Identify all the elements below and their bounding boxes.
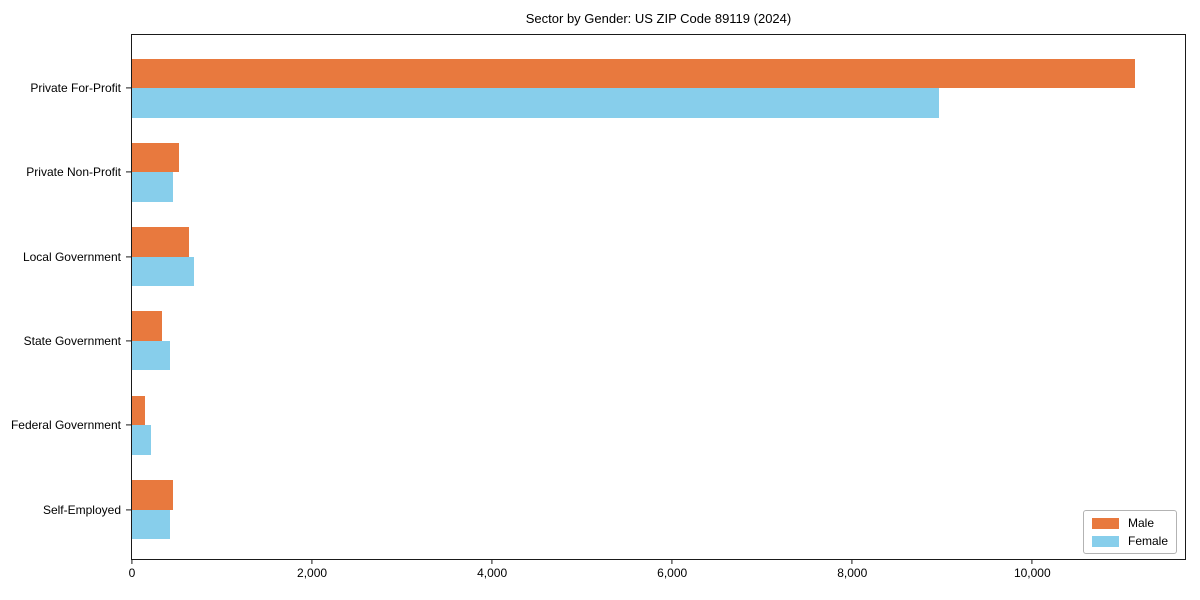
- bar-male-3: [132, 227, 190, 257]
- y-tick-mark: [126, 87, 131, 89]
- legend-item-male: Male: [1091, 516, 1168, 530]
- bar-female-5: [132, 425, 152, 455]
- chart-title: Sector by Gender: US ZIP Code 89119 (202…: [525, 11, 792, 26]
- bar-male-1: [132, 58, 1135, 88]
- y-tick-mark: [126, 256, 131, 258]
- y-tick-label: Private For-Profit: [30, 81, 121, 95]
- x-tick-label: 6,000: [657, 566, 688, 580]
- bar-male-4: [132, 311, 162, 341]
- x-tick-mark: [491, 560, 493, 564]
- legend-swatch-male: [1091, 517, 1119, 529]
- y-tick-mark: [126, 340, 131, 342]
- x-tick-mark: [1031, 560, 1033, 564]
- legend-swatch-female: [1091, 535, 1119, 547]
- x-tick-label: 0: [128, 566, 136, 580]
- x-tick-mark: [851, 560, 853, 564]
- bar-male-6: [132, 480, 174, 510]
- legend-item-female: Female: [1091, 534, 1168, 548]
- legend-label: Female: [1127, 534, 1168, 548]
- x-tick-label: 2,000: [297, 566, 328, 580]
- y-tick-label: Self-Employed: [42, 502, 121, 517]
- x-tick-label: 4,000: [477, 566, 508, 580]
- bar-female-6: [132, 509, 170, 539]
- x-tick-mark: [311, 560, 313, 564]
- y-tick-mark: [126, 508, 131, 511]
- legend: Male Female: [1082, 510, 1177, 554]
- bar-female-1: [132, 88, 939, 118]
- y-tick-mark: [126, 171, 131, 173]
- bar-female-3: [132, 256, 195, 287]
- bar-female-4: [132, 340, 171, 371]
- bar-male-5: [132, 395, 146, 426]
- y-tick-mark: [126, 424, 131, 426]
- x-tick-mark: [671, 560, 673, 564]
- x-tick-label: 8,000: [837, 566, 868, 580]
- bar-male-2: [132, 142, 180, 173]
- y-tick-label: Local Government: [22, 249, 121, 264]
- y-tick-label: State Government: [23, 333, 121, 348]
- y-tick-label: Private Non-Profit: [26, 165, 121, 180]
- legend-label: Male: [1127, 516, 1154, 530]
- x-tick-mark: [131, 560, 133, 564]
- bar-female-2: [132, 172, 173, 202]
- x-tick-label: 10,000: [1013, 566, 1051, 580]
- y-tick-label: Federal Government: [10, 418, 121, 433]
- plot-area: Male Female: [131, 34, 1186, 560]
